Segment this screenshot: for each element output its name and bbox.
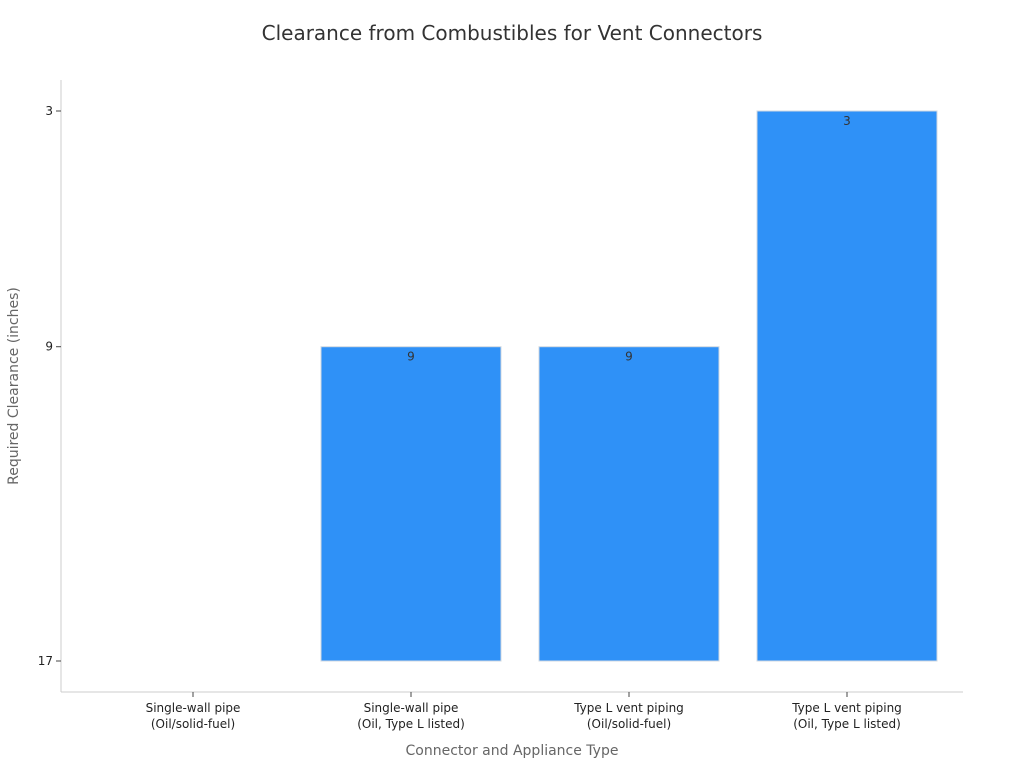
bar-data-label: 9	[407, 350, 415, 364]
x-tick-label-line: Single-wall pipe	[146, 701, 241, 715]
x-tick-label: Type L vent piping (Oil, Type L listed)	[791, 701, 902, 731]
y-tick-label: 17	[38, 654, 53, 668]
bar	[538, 346, 720, 662]
bar	[756, 110, 938, 662]
y-axis-label: Required Clearance (inches)	[6, 287, 22, 485]
x-tick-label-line: (Oil, Type L listed)	[793, 717, 901, 731]
x-tick-label: Single-wall pipe (Oil/solid-fuel)	[146, 701, 241, 731]
y-tick-label: 9	[45, 340, 53, 354]
x-tick-label: Type L vent piping (Oil/solid-fuel)	[573, 701, 684, 731]
x-tick-label-line: Type L vent piping	[791, 701, 902, 715]
x-tick-label-line: (Oil/solid-fuel)	[587, 717, 671, 731]
x-tick-label-line: (Oil/solid-fuel)	[151, 717, 235, 731]
bar-data-label: 3	[843, 114, 851, 128]
x-tick-label-line: Single-wall pipe	[364, 701, 459, 715]
x-tick-label-line: (Oil, Type L listed)	[357, 717, 465, 731]
plot-area: 3 9 17 Single-wall pipe (Oil/solid-fuel) 9 Sin…	[38, 104, 938, 731]
bar	[320, 346, 502, 662]
bar-data-label: 9	[625, 350, 633, 364]
chart-title: Clearance from Combustibles for Vent Con…	[262, 21, 763, 45]
x-tick-label: Single-wall pipe (Oil, Type L listed)	[357, 701, 465, 731]
x-axis-label: Connector and Appliance Type	[406, 743, 619, 759]
y-tick-label: 3	[45, 104, 53, 118]
x-tick-label-line: Type L vent piping	[573, 701, 684, 715]
